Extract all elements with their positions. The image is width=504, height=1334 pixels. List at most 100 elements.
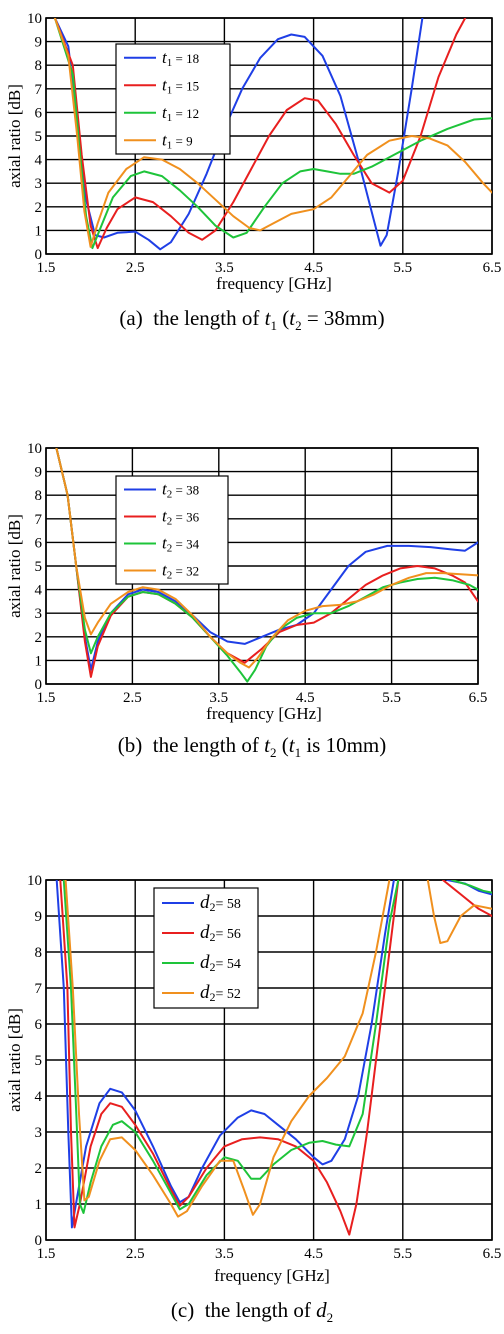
y-tick-label: 0 [35, 677, 43, 693]
caption-note-rest: = 38mm) [301, 306, 385, 330]
series-line-3 [55, 448, 478, 683]
legend-label-4: t2 = 32 [162, 561, 199, 582]
x-tick-label: 5.5 [393, 260, 412, 276]
y-tick-label: 7 [35, 512, 43, 528]
y-tick-label: 9 [35, 35, 43, 51]
plot-frame [45, 447, 479, 685]
x-tick-label: 1.5 [37, 260, 56, 276]
y-tick-label: 6 [35, 105, 43, 121]
x-tick-label: 3.5 [209, 690, 228, 706]
y-tick-label: 6 [35, 535, 43, 551]
series-group [55, 448, 478, 683]
y-tick-label: 7 [35, 82, 43, 98]
caption-text: (c) the length of [170, 1298, 317, 1322]
legend-label-2: t2 = 36 [162, 507, 200, 528]
x-tick-label: 2.5 [123, 690, 142, 706]
series-line-1 [55, 448, 478, 671]
caption-paren: ( [276, 306, 290, 330]
caption-text: (a) the length of [119, 306, 265, 330]
y-tick-label: 10 [27, 441, 42, 457]
legend-label-3: d2= 54 [200, 952, 241, 974]
series-line-2 [55, 448, 478, 678]
chart-b: 1.5 2.5 3.5 4.5 5.5 6.5 0 1 2 3 4 5 6 7 8 9 10 frequency … [5, 441, 487, 723]
tick-labels: 1.5 2.5 3.5 4.5 5.5 6.5 0 1 2 3 4 5 6 7 8 9 10 [27, 11, 501, 276]
y-tick-label: 3 [35, 176, 43, 192]
y-tick-label: 3 [35, 1125, 43, 1141]
plot-frame [45, 879, 493, 1241]
legend: t2 = 38 t2 = 36 t2 = 34 t2 = 32 [115, 475, 229, 585]
x-tick-label: 6.5 [483, 260, 502, 276]
caption-text: (b) the length of [117, 733, 265, 757]
y-tick-label: 3 [35, 606, 43, 622]
y-tick-label: 10 [27, 11, 42, 27]
tick-labels: 1.5 2.5 3.5 4.5 5.5 6.5 0 1 2 3 4 5 6 7 8 9 10 [27, 873, 501, 1262]
series-line-1 [55, 880, 395, 1229]
series-group [55, 880, 492, 1236]
y-tick-label: 1 [35, 223, 43, 239]
y-tick-label: 9 [35, 465, 43, 481]
legend-label-4: t1 = 9 [162, 130, 193, 151]
y-tick-label: 2 [35, 1161, 43, 1177]
y-tick-label: 4 [35, 1089, 43, 1105]
legend-box [115, 475, 229, 585]
legend-label-4: d2= 52 [200, 982, 241, 1004]
x-tick-label: 5.5 [393, 1246, 412, 1262]
legend-label-1: t2 = 38 [162, 480, 199, 501]
legend-label-2: t1 = 15 [162, 75, 199, 96]
x-tick-label: 4.5 [304, 260, 323, 276]
caption-var: t [264, 306, 271, 330]
series-line-3 [62, 880, 400, 1214]
caption-note-var: t [288, 733, 295, 757]
caption-c: (c) the length of d2 [0, 1298, 504, 1326]
caption-var: d [316, 1298, 327, 1322]
chart-panel-a: 1.5 2.5 3.5 4.5 5.5 6.5 0 1 2 3 4 5 6 7 8 9 10 frequency … [0, 0, 504, 300]
x-tick-label: 1.5 [37, 690, 56, 706]
caption-sub: 2 [269, 745, 277, 761]
legend-box [115, 43, 231, 155]
series-line-2 [441, 880, 492, 917]
caption-paren: ( [276, 733, 289, 757]
series-line-3 [53, 18, 492, 250]
x-tick-label: 6.5 [469, 690, 488, 706]
y-tick-label: 1 [35, 1197, 43, 1213]
caption-sub: 2 [326, 1310, 334, 1326]
x-tick-label: 3.5 [215, 260, 234, 276]
series-line-2 [53, 18, 467, 250]
chart-c: 1.5 2.5 3.5 4.5 5.5 6.5 0 1 2 3 4 5 6 7 8 9 10 frequency … [5, 873, 501, 1285]
caption-note-sub: 1 [294, 745, 302, 761]
y-tick-label: 2 [35, 200, 43, 216]
x-tick-label: 2.5 [126, 1246, 145, 1262]
caption-note-rest: is 10mm) [301, 733, 387, 757]
plot-frame [45, 17, 493, 255]
series-line-2 [59, 880, 400, 1236]
x-tick-label: 1.5 [37, 1246, 56, 1262]
chart-a: 1.5 2.5 3.5 4.5 5.5 6.5 0 1 2 3 4 5 6 7 8 9 10 frequency … [5, 11, 501, 293]
y-tick-label: 8 [35, 58, 43, 74]
series-line-4 [426, 880, 492, 944]
y-tick-label: 4 [35, 583, 43, 599]
tick-labels: 1.5 2.5 3.5 4.5 5.5 6.5 0 1 2 3 4 5 6 7 8 9 10 [27, 441, 487, 706]
y-tick-label: 4 [35, 153, 43, 169]
y-tick-label: 5 [35, 1053, 43, 1069]
caption-a: (a) the length of t1 (t2 = 38mm) [0, 306, 504, 334]
chart-panel-b: 1.5 2.5 3.5 4.5 5.5 6.5 0 1 2 3 4 5 6 7 8 9 10 frequency … [0, 430, 504, 730]
caption-var: t [264, 733, 270, 757]
x-tick-label: 5.5 [382, 690, 401, 706]
y-tick-label: 0 [35, 1233, 43, 1249]
grid [45, 879, 493, 1241]
y-tick-label: 6 [35, 1017, 43, 1033]
y-tick-label: 0 [35, 247, 43, 263]
x-axis-label: frequency [GHz] [216, 274, 332, 293]
x-tick-label: 4.5 [304, 1246, 323, 1262]
series-line-4 [64, 880, 391, 1218]
legend-label-1: t1 = 18 [162, 48, 199, 69]
y-axis-label: axial ratio [dB] [5, 1008, 24, 1112]
caption-b: (b) the length of t2 (t1 is 10mm) [0, 733, 504, 761]
series-line-4 [53, 18, 492, 248]
legend: t1 = 18 t1 = 15 t1 = 12 t1 = 9 [115, 43, 231, 155]
x-tick-label: 2.5 [126, 260, 145, 276]
y-tick-label: 8 [35, 945, 43, 961]
y-tick-label: 8 [35, 488, 43, 504]
chart-panel-c: 1.5 2.5 3.5 4.5 5.5 6.5 0 1 2 3 4 5 6 7 8 9 10 frequency … [0, 864, 504, 1292]
series-line-4 [55, 448, 478, 669]
